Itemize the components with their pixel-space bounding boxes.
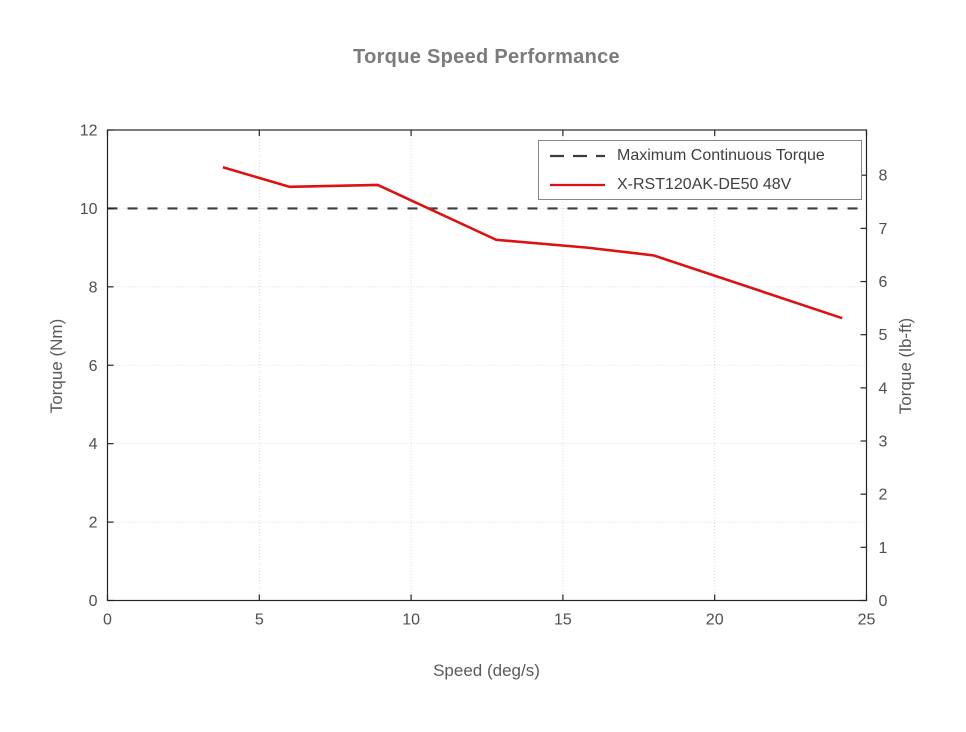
solid-line-sample-icon [550, 183, 605, 186]
y-tick-label-right: 4 [879, 380, 888, 397]
y-tick-label-left: 4 [89, 436, 98, 453]
y-tick-label-right: 2 [879, 487, 888, 504]
legend: Maximum Continuous Torque X-RST120AK-DE5… [538, 140, 862, 200]
x-tick-label: 5 [255, 612, 264, 629]
y-tick-label-right: 6 [879, 274, 888, 291]
y-tick-label-left: 12 [80, 123, 98, 140]
legend-label-max-torque: Maximum Continuous Torque [617, 146, 825, 164]
legend-label-motor-curve: X-RST120AK-DE50 48V [617, 175, 792, 193]
y-tick-label-right: 3 [879, 434, 888, 451]
y-tick-label-right: 5 [879, 327, 888, 344]
y-tick-label-right: 1 [879, 540, 888, 557]
x-tick-label: 0 [103, 612, 112, 629]
y-axis-label-left: Torque (Nm) [47, 318, 66, 414]
series-line-1 [222, 166, 843, 320]
y-tick-label-right: 0 [879, 593, 888, 610]
y-tick-label-right: 7 [879, 221, 888, 238]
y-tick-label-left: 8 [89, 279, 98, 296]
x-tick-label: 20 [706, 612, 724, 629]
y-tick-label-left: 2 [89, 515, 98, 532]
y-tick-label-left: 0 [89, 593, 98, 610]
dashed-line-sample-icon [550, 154, 605, 157]
x-tick-label: 10 [402, 612, 420, 629]
x-tick-label: 15 [554, 612, 572, 629]
x-axis-label: Speed (deg/s) [433, 661, 540, 680]
legend-entry-motor-curve: X-RST120AK-DE50 48V [549, 170, 861, 199]
legend-entry-max-torque: Maximum Continuous Torque [549, 141, 861, 170]
x-tick-label: 25 [858, 612, 876, 629]
y-tick-label-right: 8 [879, 168, 888, 185]
y-tick-label-left: 10 [80, 201, 98, 218]
chart-title: Torque Speed Performance [353, 46, 620, 68]
y-tick-label-left: 6 [89, 358, 98, 375]
y-axis-label-right: Torque (lb-ft) [896, 317, 915, 415]
